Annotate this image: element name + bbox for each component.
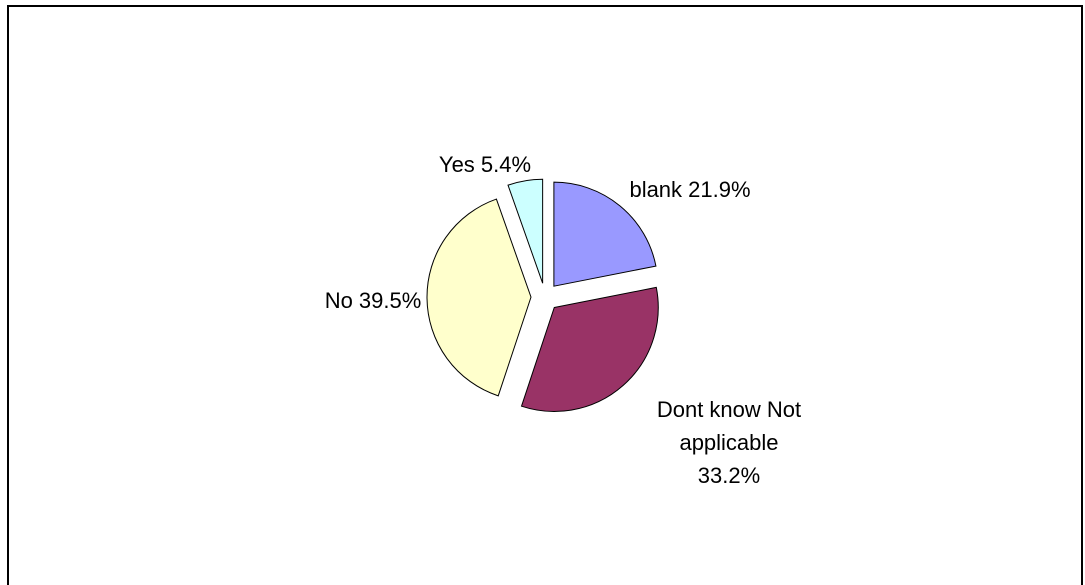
pie-slices [426,178,659,413]
pie-slice [426,198,532,397]
slice-label-line: Dont know Not [657,397,801,422]
pie-labels: blank 21.9% Dont know Not applicable 33.2% N… [325,152,801,488]
slice-label: Dont know Not applicable 33.2% [657,397,801,488]
slice-label: Yes 5.4% [439,152,531,177]
slice-label-line: 33.2% [698,463,760,488]
pie-slice [520,286,659,413]
slice-label: No 39.5% [325,288,422,313]
chart-frame [7,5,1083,585]
slice-label-line: No 39.5% [325,288,422,313]
slice-label-line: Yes 5.4% [439,152,531,177]
slice-label: blank 21.9% [629,177,750,202]
pie-slice [507,178,544,284]
slice-label-line: blank 21.9% [629,177,750,202]
slice-label-line: applicable [679,430,778,455]
pie-slice [553,181,657,287]
